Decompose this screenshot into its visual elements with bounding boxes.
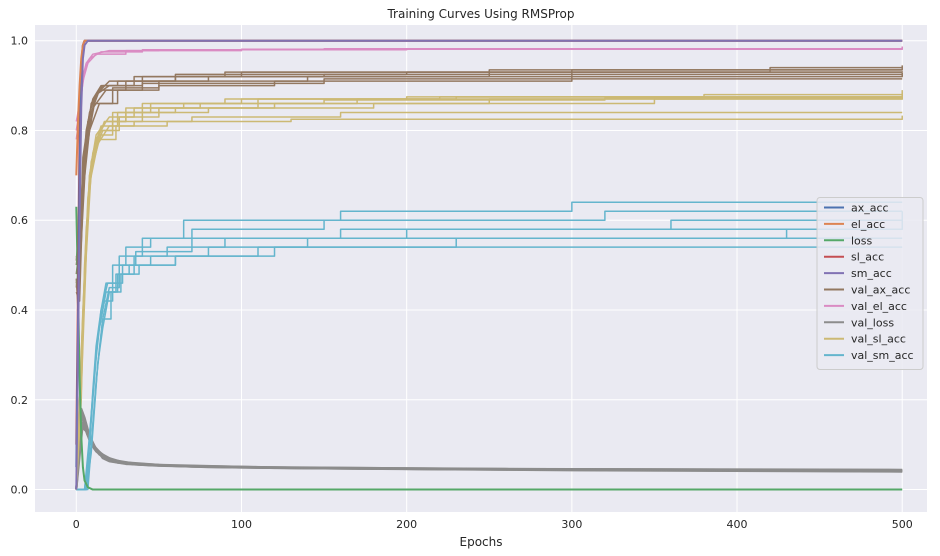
series-line-val-el-acc [75,46,903,122]
series-el-acc [75,39,903,176]
plot-area [35,25,927,512]
y-tick-label: 0.6 [11,214,29,227]
series-layer [75,39,903,491]
series-line-sm-acc [75,39,903,490]
series-line-el-acc [75,39,903,176]
legend-label: loss [851,234,873,247]
x-tick-label: 100 [231,518,252,531]
y-tick-label: 0.8 [11,124,29,137]
y-tick-label: 1.0 [11,35,29,48]
y-tick-label: 0.4 [11,304,29,317]
series-line-val-sm-acc [76,211,903,491]
legend-label: val_sm_acc [851,349,914,362]
series-line-val-sl-acc [75,97,903,486]
y-axis-ticks: 0.0 0.2 0.4 0.6 0.8 1.0 [11,35,29,497]
x-tick-label: 300 [561,518,582,531]
legend-label: ax_acc [851,202,889,215]
series-line-val-loss [75,421,903,490]
legend-label: val_loss [851,316,894,329]
legend-label: sm_acc [851,267,892,280]
x-tick-label: 0 [73,518,80,531]
x-tick-label: 400 [727,518,748,531]
legend-label: val_sl_acc [851,333,906,346]
y-tick-label: 0.2 [11,394,29,407]
x-tick-label: 200 [396,518,417,531]
series-line-val-ax-acc [75,67,903,261]
x-axis-ticks: 0 100 200 300 400 500 [73,518,913,531]
y-tick-label: 0.0 [11,484,29,497]
chart-title: Training Curves Using RMSProp [386,7,574,21]
x-axis-title: Epochs [460,535,503,549]
legend-label: el_acc [851,218,885,231]
series-line-val-ax-acc [75,73,903,288]
series-val-ax-acc [75,65,903,311]
legend-label: val_ax_acc [851,284,910,297]
legend-label: val_el_acc [851,300,907,313]
series-sm-acc [75,39,903,490]
series-val-sl-acc [75,90,903,490]
legend-label: sl_acc [851,251,884,264]
series-val-sm-acc [76,201,903,491]
series-line-val-sm-acc [76,210,903,491]
x-tick-label: 500 [892,518,913,531]
